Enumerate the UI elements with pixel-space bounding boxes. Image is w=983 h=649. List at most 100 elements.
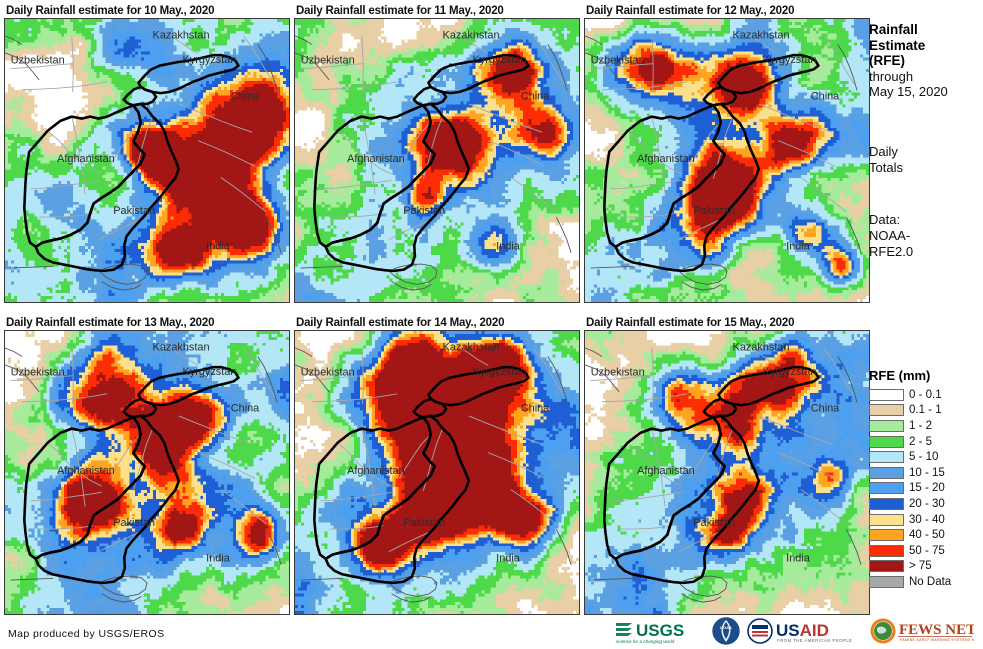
legend-label: 15 - 20 [909, 482, 945, 495]
country-label: Pakistan [693, 205, 735, 217]
rainfall-raster: Uzbekistan Kazakhstan Kyrgyzstan China Afgha… [5, 19, 289, 302]
country-label: Uzbekistan [591, 55, 645, 67]
rainfall-class-10 [670, 351, 834, 547]
legend-row: 30 - 40 [869, 512, 983, 528]
rainfall-class-7 [49, 333, 289, 564]
rainfall-class-3 [5, 331, 289, 614]
totals-line-1: Daily [869, 143, 898, 159]
panel-title: Daily Rainfall estimate for 13 May., 202… [6, 317, 215, 329]
legend-row: 1 - 2 [869, 418, 983, 434]
rainfall-class-6 [605, 30, 869, 282]
country-label: Kyrgyzstan [762, 54, 816, 66]
rainfall-class-11 [64, 372, 269, 547]
legend-label: 40 - 50 [909, 529, 945, 542]
sidebar: Rainfall Estimate (RFE) through May 15, … [869, 22, 983, 260]
rail-title-line-1: Rainfall [869, 22, 918, 37]
country-label: Kyrgyzstan [182, 54, 236, 66]
map-canvas[interactable]: Uzbekistan Kazakhstan Kyrgyzstan China Afgha… [4, 18, 290, 303]
legend-row: 20 - 30 [869, 496, 983, 512]
rail-through-label: through [869, 68, 914, 84]
map-canvas[interactable]: Uzbekistan Kazakhstan Kyrgyzstan China Afgha… [584, 18, 870, 303]
legend-swatch [869, 388, 904, 401]
rainfall-raster: Uzbekistan Kazakhstan Kyrgyzstan China Afgha… [5, 331, 289, 614]
country-label: Uzbekistan [11, 55, 65, 67]
country-label: Kazakhstan [443, 341, 500, 353]
country-label: Afghanistan [57, 153, 115, 165]
legend-label: 20 - 30 [909, 497, 945, 510]
legend-swatch [869, 497, 904, 510]
country-label: India [786, 553, 811, 565]
map-credit: Map produced by USGS/EROS [8, 628, 165, 640]
country-label: China [521, 403, 550, 415]
panel-title: Daily Rainfall estimate for 10 May., 202… [6, 5, 215, 17]
rainfall-class-9 [667, 348, 840, 547]
rainfall-class-9 [407, 45, 565, 246]
rainfall-class-7 [623, 339, 852, 614]
rainfall-class-8 [617, 42, 852, 279]
country-label: China [811, 91, 840, 103]
country-label: China [231, 91, 260, 103]
map-canvas[interactable]: Uzbekistan Kazakhstan Kyrgyzstan China Afgha… [294, 18, 580, 303]
rainfall-class-7 [614, 39, 855, 279]
legend-label: 10 - 15 [909, 466, 945, 479]
country-label: Kazakhstan [733, 29, 790, 41]
data-source-line-2: NOAA- [869, 227, 911, 243]
rainfall-class-3 [295, 19, 579, 302]
legend: RFE (mm) 0 - 0.1 0.1 - 1 1 - 2 2 - 5 5 - 10 1… [869, 368, 983, 590]
legend-row: 50 - 75 [869, 543, 983, 559]
country-label: Uzbekistan [301, 367, 355, 379]
rainfall-raster: Uzbekistan Kazakhstan Kyrgyzstan China Afgha… [295, 19, 579, 302]
fewsnet-logo: FEWS NET FAMINE EARLY WARNING SYSTEMS NE… [869, 616, 974, 646]
svg-text:NOAA: NOAA [720, 625, 732, 630]
country-label: Kyrgyzstan [472, 366, 526, 378]
legend-rows: 0 - 0.1 0.1 - 1 1 - 2 2 - 5 5 - 10 10 - 15 15 … [869, 387, 983, 590]
country-label: Kazakhstan [443, 29, 500, 41]
country-label: Pakistan [403, 517, 445, 529]
svg-text:FEWS NET: FEWS NET [899, 622, 974, 638]
legend-swatch [869, 451, 904, 464]
rainfall-class-2 [295, 331, 579, 614]
legend-swatch [869, 466, 904, 479]
usgs-logo: USGS science for a changing world [614, 616, 706, 646]
legend-label: 50 - 75 [909, 544, 945, 557]
rainfall-class-3 [585, 19, 869, 302]
rainfall-class-10 [626, 48, 846, 273]
rail-title-line-2: Estimate [869, 37, 926, 53]
rainfall-class-2 [295, 19, 579, 302]
country-label: Uzbekistan [301, 55, 355, 67]
legend-swatch [869, 544, 904, 557]
rainfall-class-4 [5, 331, 289, 614]
country-label: Afghanistan [347, 465, 405, 477]
svg-text:USAID: USAID [776, 621, 829, 640]
country-label: Kyrgyzstan [182, 366, 236, 378]
rainfall-class-11 [360, 339, 541, 564]
rainfall-class-6 [61, 24, 289, 302]
legend-swatch [869, 435, 904, 448]
country-label: China [811, 403, 840, 415]
country-label: Kazakhstan [153, 29, 210, 41]
country-label: Afghanistan [637, 465, 695, 477]
rainfall-class-10 [357, 333, 547, 570]
rainfall-class-11 [422, 51, 556, 199]
legend-swatch [869, 529, 904, 542]
rainfall-class-7 [398, 39, 574, 258]
rainfall-class-10 [129, 77, 289, 270]
map-canvas[interactable]: Uzbekistan Kazakhstan Kyrgyzstan China Afgha… [294, 330, 580, 615]
legend-title: RFE (mm) [869, 368, 931, 383]
map-panel-1: Daily Rainfall estimate for 10 May., 202… [4, 4, 290, 303]
legend-row: 2 - 5 [869, 434, 983, 450]
rainfall-class-11 [132, 83, 287, 267]
rainfall-class-3 [5, 19, 289, 302]
legend-label: No Data [909, 575, 952, 588]
legend-label: 5 - 10 [909, 451, 939, 464]
svg-text:FAMINE EARLY WARNING SYSTEMS N: FAMINE EARLY WARNING SYSTEMS NETWORK [900, 638, 974, 642]
legend-label: 1 - 2 [909, 419, 933, 432]
country-label: Afghanistan [57, 465, 115, 477]
map-canvas[interactable]: Uzbekistan Kazakhstan Kyrgyzstan China Afgha… [4, 330, 290, 615]
legend-swatch [869, 482, 904, 495]
rainfall-class-10 [61, 351, 272, 553]
rainfall-raster: Uzbekistan Kazakhstan Kyrgyzstan China Afgha… [585, 19, 869, 302]
map-canvas[interactable]: Uzbekistan Kazakhstan Kyrgyzstan China Afgha… [584, 330, 870, 615]
country-label: Pakistan [113, 205, 155, 217]
data-source-line-3: RFE2.0 [869, 243, 914, 259]
